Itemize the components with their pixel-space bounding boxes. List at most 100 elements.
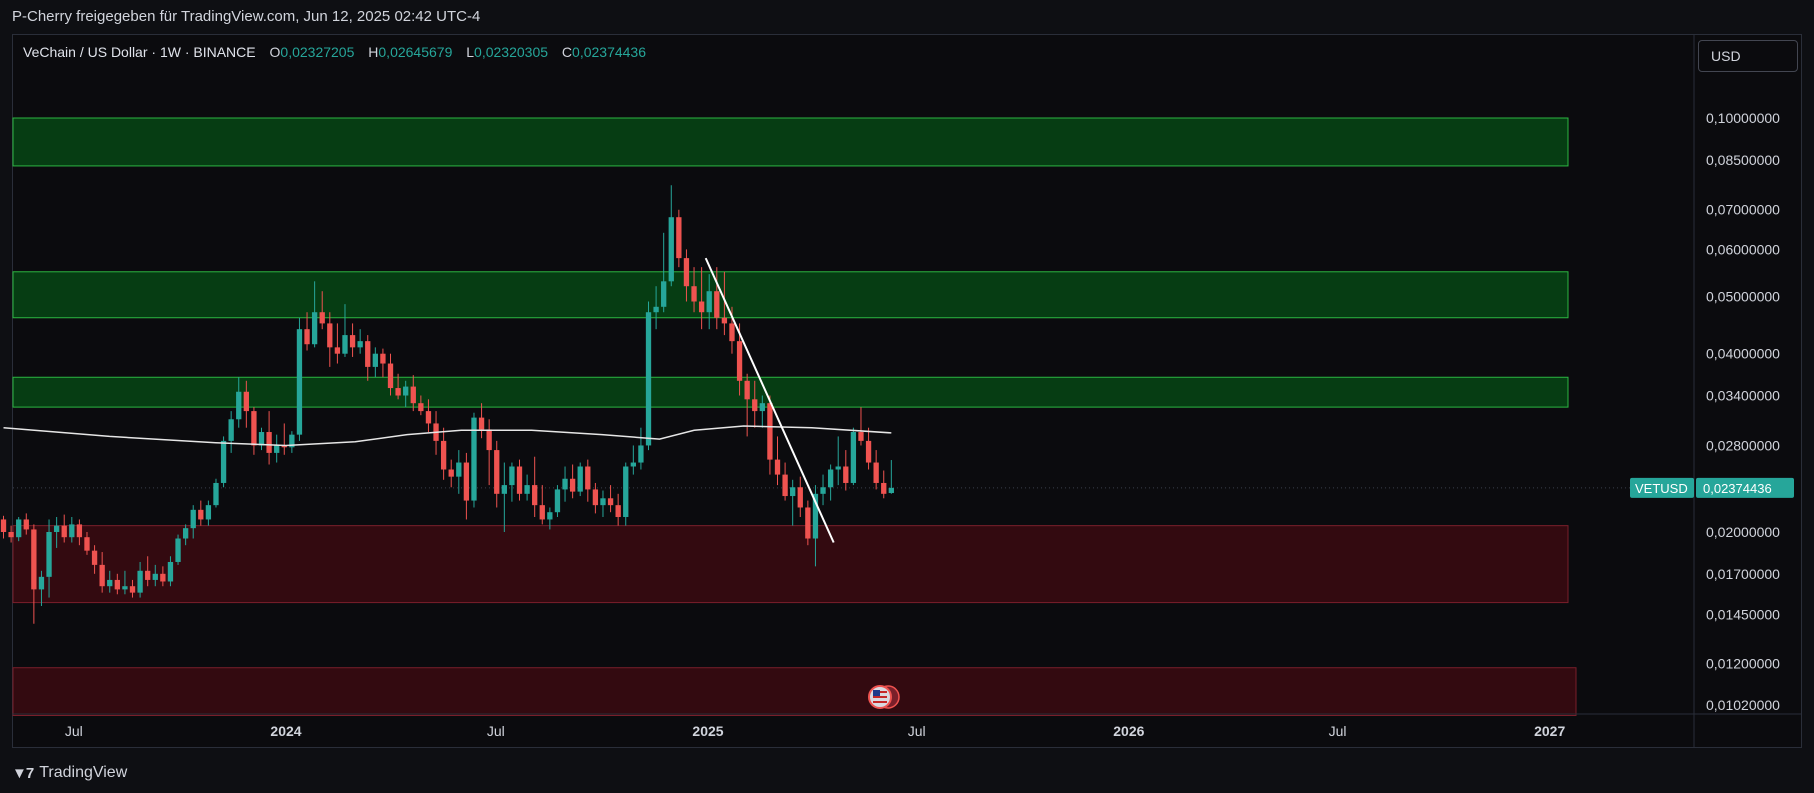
- candle[interactable]: [698, 267, 705, 330]
- candle[interactable]: [752, 380, 758, 428]
- candle[interactable]: [676, 209, 682, 268]
- candle[interactable]: [630, 445, 636, 475]
- candle[interactable]: [190, 505, 196, 539]
- zone-resistance[interactable]: [12, 117, 1569, 167]
- candle[interactable]: [175, 534, 181, 565]
- candle[interactable]: [668, 185, 674, 287]
- candle[interactable]: [31, 524, 37, 624]
- candle[interactable]: [167, 556, 174, 587]
- candle[interactable]: [372, 347, 378, 378]
- candle[interactable]: [349, 323, 356, 357]
- candle[interactable]: [258, 427, 265, 451]
- candle[interactable]: [23, 513, 29, 535]
- candle[interactable]: [0, 515, 7, 539]
- candle[interactable]: [403, 380, 409, 408]
- candle[interactable]: [562, 466, 568, 502]
- candle[interactable]: [812, 485, 819, 567]
- candle[interactable]: [797, 476, 803, 518]
- candle[interactable]: [281, 423, 287, 455]
- candle[interactable]: [213, 478, 219, 508]
- candle[interactable]: [16, 517, 22, 542]
- candle[interactable]: [236, 377, 242, 428]
- candle[interactable]: [721, 271, 728, 336]
- candle[interactable]: [600, 490, 606, 518]
- candle[interactable]: [334, 323, 341, 364]
- zone-support[interactable]: [12, 525, 1569, 604]
- candle[interactable]: [524, 474, 530, 501]
- candle[interactable]: [152, 564, 158, 587]
- candle[interactable]: [691, 267, 697, 313]
- candle[interactable]: [653, 286, 659, 330]
- candle[interactable]: [296, 317, 303, 441]
- candle[interactable]: [478, 403, 485, 439]
- candle[interactable]: [471, 412, 477, 508]
- candle[interactable]: [410, 375, 416, 412]
- candle[interactable]: [274, 434, 280, 463]
- candle[interactable]: [251, 407, 257, 455]
- candle[interactable]: [220, 436, 227, 488]
- candle[interactable]: [539, 485, 545, 525]
- candle[interactable]: [160, 566, 166, 587]
- candle[interactable]: [661, 232, 667, 313]
- candle[interactable]: [425, 399, 432, 433]
- candle[interactable]: [84, 532, 90, 555]
- candle[interactable]: [387, 353, 394, 396]
- candle[interactable]: [61, 514, 67, 543]
- candle[interactable]: [592, 482, 599, 514]
- candle[interactable]: [683, 249, 690, 302]
- candle[interactable]: [8, 525, 14, 543]
- candle[interactable]: [266, 411, 272, 465]
- economic-event-marker-icon[interactable]: [868, 685, 900, 709]
- candle[interactable]: [76, 519, 83, 546]
- candle[interactable]: [440, 427, 447, 480]
- candle[interactable]: [532, 456, 538, 518]
- candle[interactable]: [577, 462, 583, 497]
- candle[interactable]: [767, 395, 773, 475]
- zone-support[interactable]: [12, 667, 1577, 716]
- candle[interactable]: [873, 450, 879, 490]
- candle[interactable]: [615, 493, 621, 526]
- candle[interactable]: [289, 431, 295, 453]
- candle[interactable]: [448, 459, 454, 488]
- candle[interactable]: [759, 395, 765, 428]
- candle[interactable]: [850, 427, 857, 486]
- candle[interactable]: [243, 380, 249, 428]
- candle[interactable]: [198, 500, 204, 526]
- candle[interactable]: [790, 479, 796, 526]
- candle[interactable]: [463, 452, 470, 520]
- candle[interactable]: [53, 517, 60, 548]
- candle[interactable]: [554, 485, 561, 518]
- candle[interactable]: [395, 373, 401, 400]
- candle[interactable]: [418, 395, 424, 416]
- candle[interactable]: [38, 570, 45, 607]
- candle[interactable]: [327, 312, 333, 367]
- candle[interactable]: [342, 304, 348, 357]
- candle[interactable]: [205, 500, 212, 526]
- candle[interactable]: [888, 460, 894, 494]
- zone-resistance[interactable]: [12, 376, 1569, 408]
- zone-resistance[interactable]: [12, 271, 1569, 319]
- candle[interactable]: [182, 524, 189, 546]
- candle[interactable]: [843, 450, 849, 491]
- trendline[interactable]: [704, 257, 835, 543]
- currency-button[interactable]: USD: [1698, 40, 1798, 72]
- candle[interactable]: [99, 552, 105, 593]
- candle[interactable]: [46, 519, 52, 598]
- candle[interactable]: [706, 274, 712, 330]
- candle[interactable]: [365, 335, 371, 381]
- candle[interactable]: [805, 500, 811, 546]
- candle[interactable]: [645, 301, 652, 451]
- candle[interactable]: [456, 450, 462, 494]
- candle[interactable]: [547, 507, 553, 530]
- candle[interactable]: [623, 462, 629, 526]
- candle[interactable]: [509, 462, 515, 502]
- footer[interactable]: ▼7 TradingView: [12, 758, 127, 788]
- candle[interactable]: [569, 464, 576, 499]
- candle[interactable]: [516, 459, 523, 501]
- candle[interactable]: [145, 556, 151, 587]
- candle[interactable]: [827, 464, 834, 501]
- candle[interactable]: [486, 419, 492, 486]
- candle[interactable]: [714, 267, 720, 330]
- candle[interactable]: [501, 462, 507, 532]
